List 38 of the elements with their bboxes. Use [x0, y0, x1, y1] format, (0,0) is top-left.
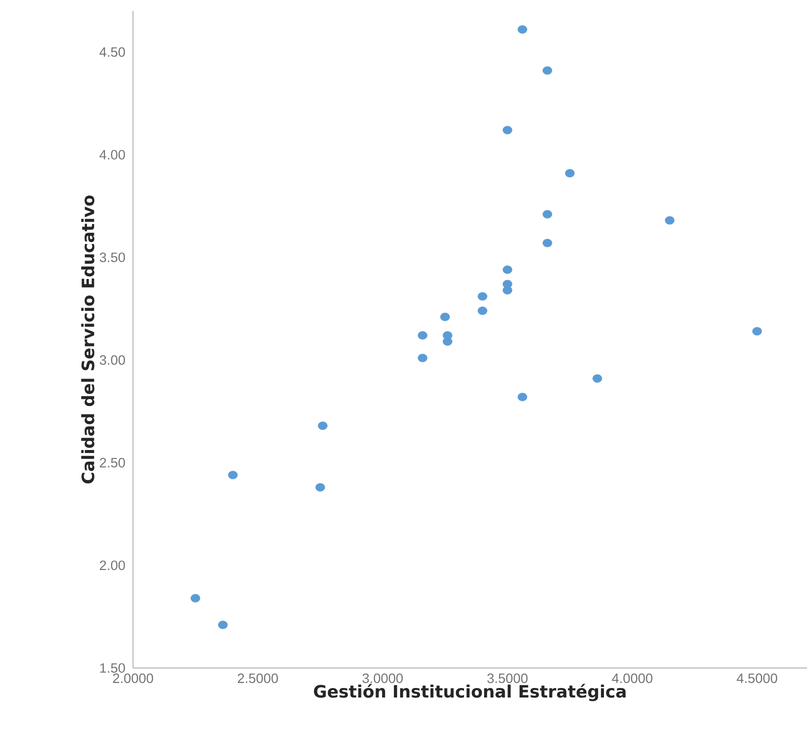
- point: [502, 286, 512, 294]
- y-tick-label: 4.00: [100, 150, 125, 160]
- y-axis-title: Calidad del Servicio Educativo: [81, 195, 94, 484]
- point: [418, 354, 428, 362]
- point: [442, 337, 452, 346]
- y-tick-label: 4.50: [100, 47, 125, 57]
- point: [218, 620, 228, 630]
- point: [478, 306, 488, 315]
- point: [418, 331, 428, 340]
- x-tick-label: 2.0000: [113, 674, 154, 684]
- point: [502, 126, 512, 134]
- y-tick-label: 1.50: [100, 663, 125, 673]
- x-tick-label: 2.5000: [238, 674, 278, 684]
- y-tick-label: 2.00: [100, 560, 125, 570]
- point: [752, 327, 762, 336]
- y-tick-label: 3.50: [100, 252, 125, 262]
- point: [478, 292, 488, 301]
- x-tick-label: 4.0000: [612, 674, 652, 684]
- point: [502, 265, 512, 274]
- point: [518, 392, 528, 402]
- point: [518, 25, 528, 34]
- x-tick-label: 3.0000: [362, 674, 403, 684]
- x-axis-title: Gestión Institucional Estratégica: [314, 684, 626, 702]
- x-tick-label: 3.5000: [487, 674, 528, 684]
- point: [542, 238, 552, 248]
- point: [318, 422, 328, 430]
- point: [228, 470, 238, 480]
- point: [190, 594, 200, 602]
- x-tick-label: 4.5000: [736, 674, 778, 684]
- y-tick-label: 2.50: [100, 458, 125, 468]
- y-tick-label: 3.00: [100, 355, 125, 365]
- point: [440, 312, 450, 322]
- point: [542, 210, 552, 218]
- point: [565, 168, 575, 178]
- point: [592, 374, 602, 383]
- point: [315, 483, 326, 492]
- point: [664, 216, 675, 225]
- point: [542, 66, 552, 75]
